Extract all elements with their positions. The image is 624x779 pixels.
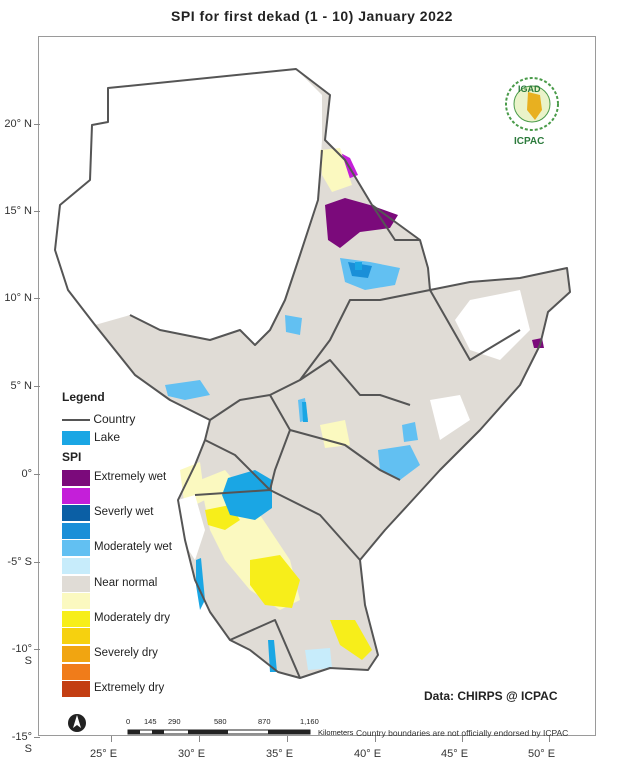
data-credit: Data: CHIRPS @ ICPAC <box>424 689 558 703</box>
lat-label-0: 0° <box>21 468 32 480</box>
legend-spi-swatch <box>62 610 90 627</box>
legend-spi-row: Moderately dry <box>62 610 192 628</box>
scale-label-580: 580 <box>214 717 227 726</box>
legend-spi-label: Moderately dry <box>94 611 171 624</box>
region-dry-season-north <box>55 69 322 345</box>
moderate-wet-somalia-2 <box>402 422 418 442</box>
legend-spi-label: Near normal <box>94 576 158 589</box>
legend-spi-swatch <box>62 558 90 574</box>
yellow-eritrea <box>320 148 352 192</box>
legend-spi-swatch <box>62 593 90 610</box>
legend-spi-row <box>62 663 192 681</box>
legend-spi-title: SPI <box>62 450 82 464</box>
lake-victoria <box>222 470 272 520</box>
legend-country-label: Country <box>93 412 136 426</box>
legend-spi-row: Extremely wet <box>62 470 192 487</box>
legend-spi-label: Extremely dry <box>94 682 165 695</box>
lat-label-20n: 20° N <box>4 118 32 130</box>
lon-label-25e: 25° E <box>90 748 118 760</box>
legend-spi-row <box>62 522 192 540</box>
legend-spi-swatch <box>62 487 90 504</box>
moderate-wet-southsudan <box>285 315 302 335</box>
logo-igad-text: IGAD <box>518 84 541 94</box>
legend-spi-row: Moderately wet <box>62 540 192 557</box>
scale-label-0: 0 <box>126 717 131 726</box>
legend-spi-row <box>62 487 192 505</box>
legend-spi-label: Moderately wet <box>94 541 172 554</box>
legend-spi-swatch <box>62 505 90 522</box>
legend-spi-swatch <box>62 646 90 662</box>
white-kenya-somalia <box>430 395 470 440</box>
lat-label-5n: 5° N <box>10 380 32 392</box>
lat-label-10s: -10° S <box>11 643 32 667</box>
moderately-dry-coast <box>330 620 372 660</box>
lat-label-15s: -15° S <box>11 731 32 755</box>
lon-label-35e: 35° E <box>266 748 294 760</box>
north-arrow-icon <box>68 714 86 732</box>
legend-spi-swatch <box>62 628 90 645</box>
scale-units-label: Kilometers <box>318 728 354 737</box>
moderate-wet-somalia <box>378 445 420 480</box>
moderate-wet-south <box>305 648 332 670</box>
lake-turkana <box>302 402 308 422</box>
lake-swatch <box>62 430 90 445</box>
lat-label-15n: 15° N <box>4 205 32 217</box>
legend-spi-row: Near normal <box>62 575 192 593</box>
legend-spi-swatch <box>62 540 90 557</box>
lat-label-5s: -5° S <box>7 556 32 568</box>
scale-label-870: 870 <box>258 717 271 726</box>
legend-spi-swatch <box>62 522 90 539</box>
yellow-ethiopia-south <box>320 420 350 448</box>
white-drc <box>178 495 205 560</box>
legend-spi-row: Severly wet <box>62 505 192 522</box>
legend-country-row: Country <box>62 412 135 426</box>
moderate-wet-car <box>165 380 210 400</box>
legend-spi-label: Severely dry <box>94 647 158 659</box>
lon-label-50e: 50° E <box>528 748 556 760</box>
lon-label-30e: 30° E <box>178 748 206 760</box>
disclaimer-text: Country boundaries are not officially en… <box>356 728 569 738</box>
legend-spi-swatch <box>62 663 90 680</box>
legend-lake-label: Lake <box>94 430 121 444</box>
lon-label-45e: 45° E <box>441 748 469 760</box>
icpac-logo <box>505 77 559 131</box>
legend-spi-label: Severly wet <box>94 506 154 519</box>
legend-spi-row <box>62 628 192 645</box>
lon-label-40e: 40° E <box>354 748 382 760</box>
moderately-dry-tanzania <box>250 555 300 608</box>
scale-bar <box>127 729 311 735</box>
scale-label-290: 290 <box>168 717 181 726</box>
map-title: SPI for first dekad (1 - 10) January 202… <box>171 8 453 24</box>
legend-spi-swatch <box>62 681 90 698</box>
legend-spi-label: Extremely wet <box>94 471 167 483</box>
legend-lake-row: Lake <box>62 430 120 445</box>
lake-tana <box>355 262 362 270</box>
legend-spi-row <box>62 558 192 575</box>
map-legend: Legend Country Lake SPI Extremely wet Sev… <box>62 390 212 720</box>
legend-spi-swatch <box>62 470 90 486</box>
logo-icpac-text: ICPAC <box>514 136 545 147</box>
legend-spi-row: Severely dry <box>62 646 192 663</box>
country-boundaries <box>54 68 571 679</box>
scale-label-1160: 1,160 <box>300 717 319 726</box>
lat-label-10n: 10° N <box>4 292 32 304</box>
legend-spi-row <box>62 593 192 610</box>
legend-spi-row: Extremely dry <box>62 681 192 698</box>
legend-spi-swatch <box>62 575 90 592</box>
white-somalia-east <box>455 290 530 360</box>
lake-malawi <box>268 640 277 672</box>
scale-label-145: 145 <box>144 717 157 726</box>
legend-title: Legend <box>62 390 105 404</box>
